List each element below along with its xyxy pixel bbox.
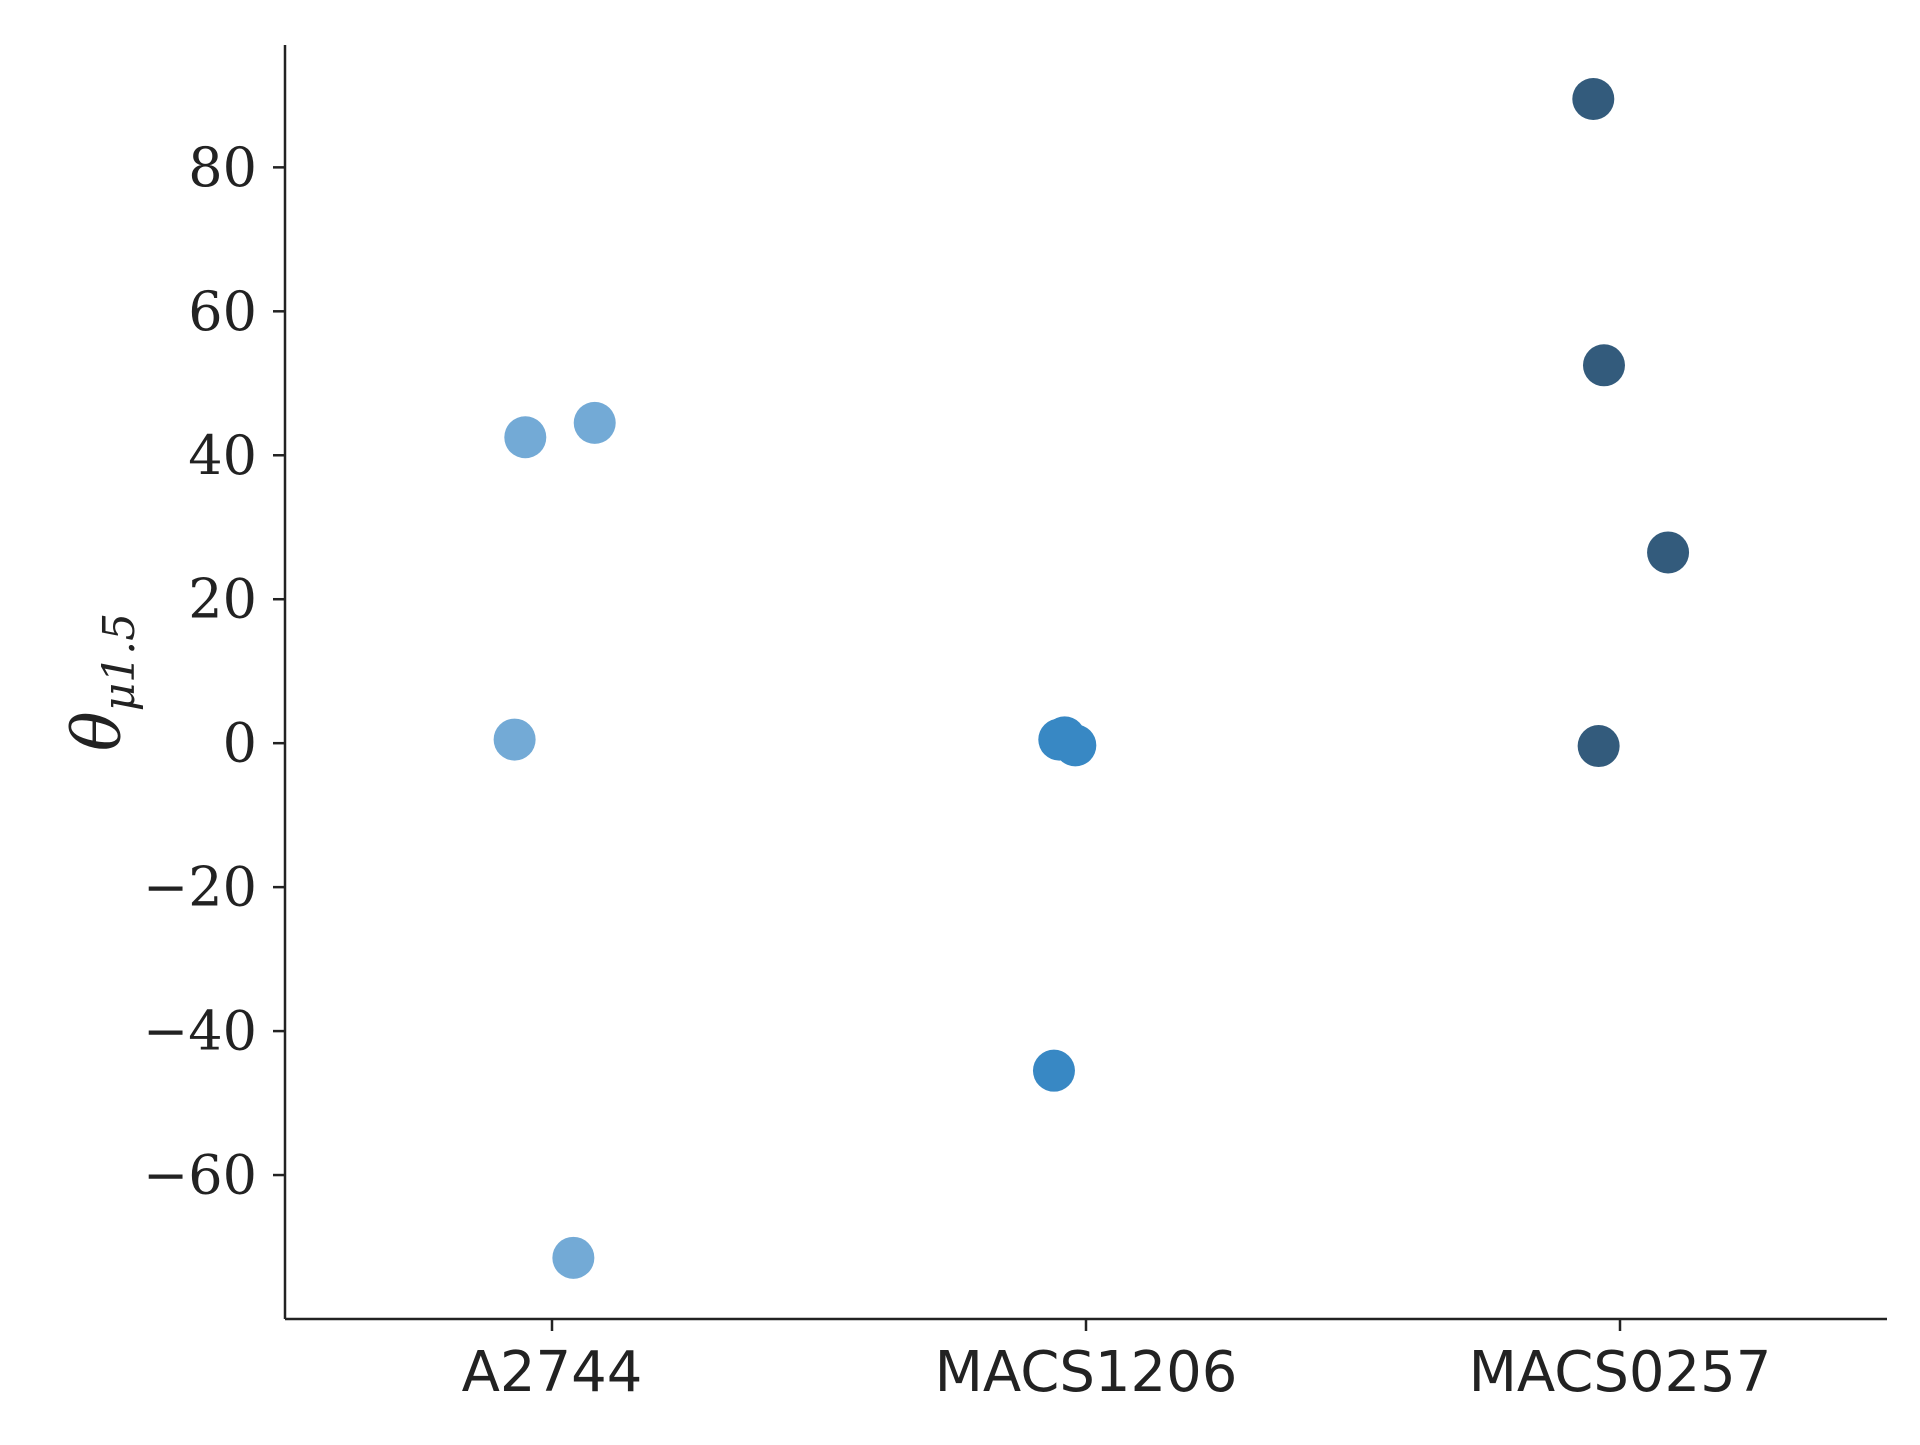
data-point xyxy=(504,416,547,459)
y-tick-label: 40 xyxy=(188,424,257,487)
y-tick-label: 60 xyxy=(188,280,257,343)
data-point xyxy=(1582,344,1625,387)
y-tick-label: 0 xyxy=(223,712,257,775)
data-point xyxy=(1572,77,1615,120)
y-axis-label-symbol: θ xyxy=(59,711,136,751)
y-tick-label: −20 xyxy=(143,856,257,919)
x-tick-label: A2744 xyxy=(462,1340,643,1405)
data-point xyxy=(1032,1049,1075,1092)
data-point xyxy=(493,718,536,761)
y-axis-label-subscript: μ1.5 xyxy=(94,613,145,712)
x-tick-label: MACS1206 xyxy=(935,1340,1238,1405)
y-tick-label: −40 xyxy=(143,1000,257,1063)
axes-layer xyxy=(283,45,1887,1321)
data-point xyxy=(573,401,616,444)
y-tick-label: 20 xyxy=(188,568,257,631)
points-layer xyxy=(493,77,1690,1279)
y-tick-label: −60 xyxy=(143,1144,257,1207)
x-tick-label: MACS0257 xyxy=(1469,1340,1772,1405)
data-point xyxy=(1054,724,1097,767)
y-tick-label: 80 xyxy=(188,136,257,199)
data-point xyxy=(1577,725,1620,768)
data-point xyxy=(552,1236,595,1279)
data-point xyxy=(1647,531,1690,574)
y-axis-label: θμ1.5 xyxy=(59,613,145,751)
y-ticks: −60 −40 −20 0 20 40 60 80 xyxy=(143,136,285,1207)
x-ticks: A2744 MACS1206 MACS0257 xyxy=(462,1319,1772,1405)
